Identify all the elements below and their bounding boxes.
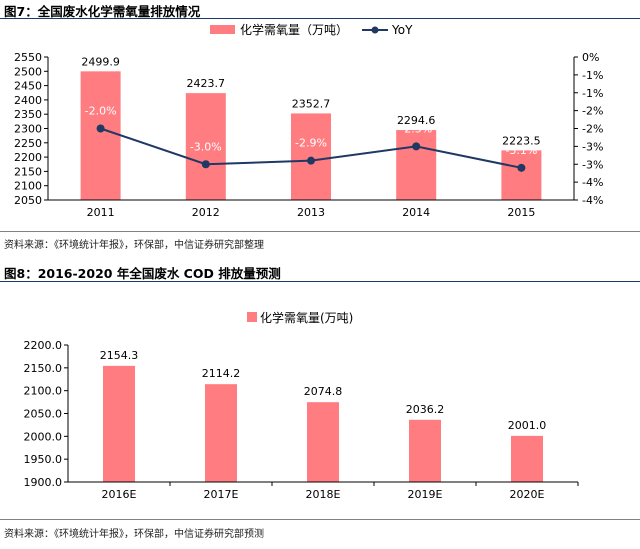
yoy-point-2012 <box>201 160 210 169</box>
left-axis-tick-label: 2250 <box>14 137 42 150</box>
bar-2015 <box>501 150 542 200</box>
right-axis-tick-label: -4% <box>582 194 603 207</box>
figure7-source-rule <box>0 231 640 232</box>
yoy-point-2013 <box>307 156 315 165</box>
x-tick-label-2013: 2013 <box>297 206 325 219</box>
bar-value-label-2015: 2223.5 <box>502 134 541 147</box>
yoy-label-2011: -2.0% <box>85 105 117 118</box>
left-axis-tick-label: 2350 <box>14 108 42 121</box>
legend-line-label: YoY <box>391 23 413 37</box>
legend-bar-swatch <box>210 25 235 34</box>
figure8-title-rule <box>0 281 640 282</box>
bar-2020E <box>511 435 543 482</box>
yoy-label-2013: -2.9% <box>295 137 327 150</box>
left-axis-tick-label: 2400 <box>14 94 42 107</box>
x-tick-label-2012: 2012 <box>192 206 220 219</box>
right-axis-tick-label: 0% <box>582 51 599 64</box>
right-axis-tick-label: -3% <box>582 158 603 171</box>
legend-line-marker <box>371 26 379 34</box>
x-tick-label-2017E: 2017E <box>204 488 239 501</box>
bar-2011 <box>80 71 121 200</box>
yoy-label-2015: -3.1% <box>505 144 537 157</box>
bar-value-label-2012: 2423.7 <box>187 77 226 90</box>
right-axis-tick-label: -2% <box>582 105 603 118</box>
left-axis-tick-label: 2300 <box>14 123 42 136</box>
left-axis-tick-label: 2100 <box>14 180 42 193</box>
yoy-label-2014: -2.5% <box>400 122 432 135</box>
y-axis-tick-label: 2200.0 <box>24 339 63 352</box>
x-tick-label-2015: 2015 <box>507 206 535 219</box>
left-axis-tick-label: 2500 <box>14 65 42 78</box>
bar-value-label-2013: 2352.7 <box>292 97 331 110</box>
y-axis-tick-label: 1900.0 <box>24 476 63 489</box>
left-axis-tick-label: 2450 <box>14 80 42 93</box>
bar-2018E <box>307 402 339 482</box>
y-axis-tick-label: 2000.0 <box>24 430 63 443</box>
right-axis-tick-label: -1% <box>582 69 603 82</box>
left-axis-tick-label: 2150 <box>14 165 42 178</box>
y-axis-tick-label: 1950.0 <box>24 453 63 466</box>
figure7-source: 资料来源：《环境统计年报》，环保部，中信证券研究部整理 <box>4 240 264 251</box>
bar-2019E <box>409 419 441 482</box>
right-axis-tick-label: -2% <box>582 123 603 136</box>
x-tick-label-2011: 2011 <box>87 206 115 219</box>
right-axis-tick-label: -1% <box>582 87 603 100</box>
figure8-source-rule <box>0 519 640 520</box>
left-axis-tick-label: 2050 <box>14 194 42 207</box>
bar-value-label-2011: 2499.9 <box>81 55 120 68</box>
y-axis-tick-label: 2150.0 <box>24 362 63 375</box>
legend-bar-label: 化学需氧量（万吨） <box>240 22 348 37</box>
y-axis-tick-label: 2100.0 <box>24 385 63 398</box>
bar-value-label-2014: 2294.6 <box>397 114 436 127</box>
bar-2016E <box>103 365 135 482</box>
bar-value-label-2018E: 2074.8 <box>304 385 343 398</box>
bar-value-label-2020E: 2001.0 <box>508 419 547 432</box>
x-tick-label-2018E: 2018E <box>306 488 341 501</box>
right-axis-tick-label: -3% <box>582 140 603 153</box>
yoy-label-2012: -3.0% <box>190 140 222 153</box>
figure8-source: 资料来源：《环境统计年报》，环保部，中信证券研究部预测 <box>4 529 264 540</box>
x-tick-label-2019E: 2019E <box>408 488 443 501</box>
yoy-point-2014 <box>412 142 421 151</box>
legend-bar-swatch <box>247 312 257 322</box>
bar-value-label-2016E: 2154.3 <box>100 349 139 362</box>
figure7-title-rule <box>0 18 640 19</box>
yoy-point-2011 <box>96 124 105 133</box>
bar-2014 <box>396 130 437 200</box>
x-tick-label-2020E: 2020E <box>510 488 545 501</box>
bar-value-label-2019E: 2036.2 <box>406 403 445 416</box>
x-tick-label-2016E: 2016E <box>102 488 137 501</box>
left-axis-tick-label: 2200 <box>14 151 42 164</box>
figure7-title: 图7：全国废水化学需氧量排放情况 <box>4 4 201 19</box>
right-axis-tick-label: -4% <box>582 176 603 189</box>
yoy-point-2015 <box>517 163 526 172</box>
legend-bar-label: 化学需氧量(万吨) <box>260 310 353 325</box>
left-axis-tick-label: 2550 <box>14 51 42 64</box>
bar-2017E <box>205 384 237 482</box>
bar-2012 <box>185 93 226 200</box>
figure8-chart: 化学需氧量(万吨) 1900.0 1950.0 2000.0 2050.0 2100.0 2… <box>24 310 579 501</box>
bar-value-label-2017E: 2114.2 <box>202 367 241 380</box>
figure8-title: 图8：2016-2020 年全国废水 COD 排放量预测 <box>4 266 281 281</box>
y-axis-tick-label: 2050.0 <box>24 408 63 421</box>
x-tick-label-2014: 2014 <box>402 206 430 219</box>
